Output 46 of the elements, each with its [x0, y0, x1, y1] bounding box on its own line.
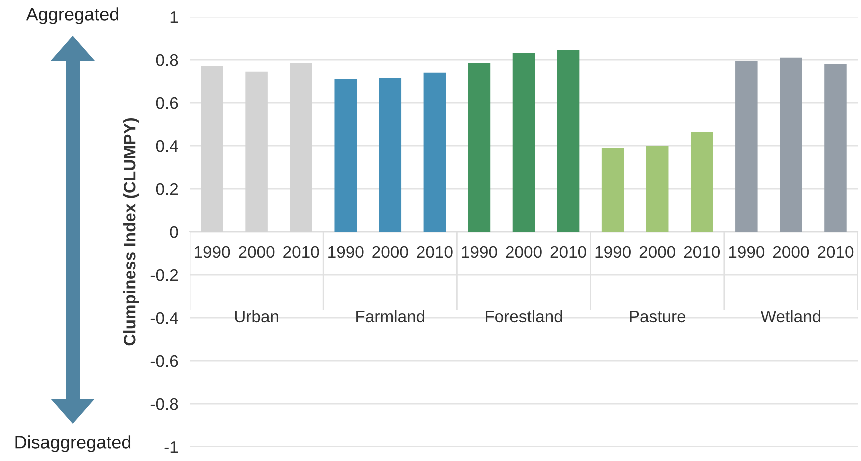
- text: Disaggregated: [16, 436, 131, 452]
- x-tick-label: 1990: [328, 246, 364, 258]
- x-tick-label: 2010: [684, 246, 720, 258]
- y-tick-label: 0: [170, 226, 178, 238]
- bar: [736, 61, 758, 232]
- y-tick-label: -1: [164, 442, 178, 454]
- bar: [334, 79, 357, 232]
- y-tick-label: -0.2: [150, 269, 178, 282]
- y-tick-label: -0.8: [150, 398, 178, 410]
- x-tick-label: 2010: [818, 246, 854, 258]
- x-tick-label: 2010: [284, 246, 320, 258]
- bar: [824, 64, 847, 232]
- x-tick-label: 1990: [596, 246, 631, 258]
- annotation: Farmland: [356, 310, 425, 323]
- bar: [557, 50, 580, 232]
- annotation: Wetland: [760, 310, 821, 323]
- bar: [602, 148, 624, 232]
- x-tick-label: 2000: [774, 246, 810, 258]
- bar: [379, 78, 402, 232]
- bar: [780, 58, 802, 232]
- x-tick-label: 2010: [550, 246, 586, 258]
- x-tick-label: 2000: [372, 246, 408, 258]
- y-tick-label: -0.6: [150, 355, 178, 368]
- x-tick-label: 2000: [239, 246, 275, 258]
- bar: [468, 63, 491, 232]
- bar: [512, 54, 536, 232]
- annotation: Pasture: [630, 310, 686, 323]
- bar: [691, 132, 714, 232]
- x-tick-label: 1990: [729, 246, 765, 258]
- y-tick-label: 0.8: [156, 54, 178, 66]
- y-tick-label: -0.4: [150, 312, 178, 324]
- x-tick-label: 2000: [506, 246, 542, 258]
- x-tick-label: 1990: [462, 246, 498, 258]
- bar: [424, 72, 446, 232]
- y-tick-label: 0.4: [156, 140, 178, 152]
- y-tick-label: 1: [170, 12, 178, 24]
- y-axis-title: Clumpiness Index (CLUMPY): [124, 118, 140, 346]
- y-tick-label: 0.2: [156, 183, 178, 196]
- text: Aggregated: [26, 8, 119, 24]
- x-tick-label: 2000: [640, 246, 676, 258]
- annotation: Urban: [235, 310, 278, 323]
- bar: [646, 146, 669, 232]
- x-tick-label: 2010: [417, 246, 453, 258]
- annotation: Forestland: [486, 310, 562, 323]
- x-tick-label: 1990: [195, 246, 230, 258]
- y-tick-label: 0.6: [156, 97, 178, 110]
